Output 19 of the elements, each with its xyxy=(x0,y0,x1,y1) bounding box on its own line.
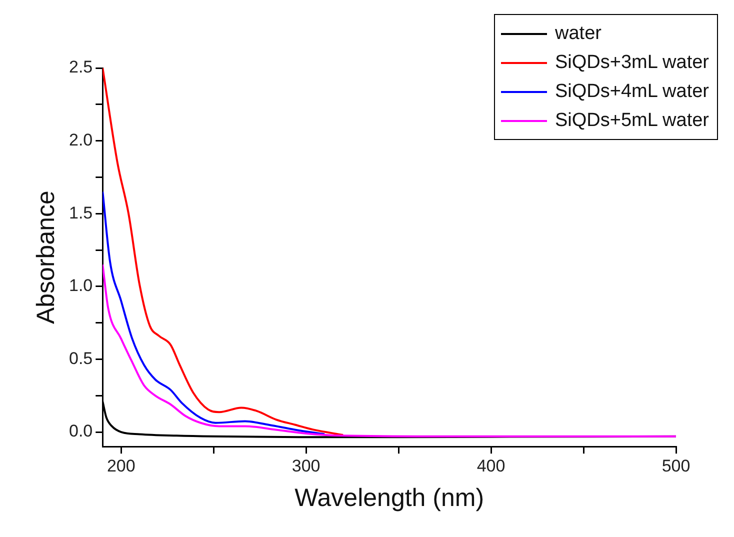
x-tick-label: 500 xyxy=(662,456,690,476)
y-axis-title: Absorbance xyxy=(32,190,60,324)
y-tick-label: 2.5 xyxy=(68,58,93,77)
x-axis-title: Wavelength (nm) xyxy=(294,484,484,512)
legend-label: SiQDs+4mL water xyxy=(555,80,709,102)
y-tick-label: 2.0 xyxy=(68,130,93,150)
y-tick-label: 0.5 xyxy=(68,348,93,368)
x-tick-label: 200 xyxy=(106,456,136,476)
x-tick-label: 300 xyxy=(292,456,320,476)
legend-label: SiQDs+5mL water xyxy=(555,110,709,132)
line-series xyxy=(102,68,344,436)
legend-label: SiQDs+3mL water xyxy=(555,52,709,74)
line-series xyxy=(102,190,326,436)
legend-label: water xyxy=(555,22,602,44)
y-tick-label: 0.0 xyxy=(68,422,93,441)
line-series xyxy=(102,264,676,438)
y-tick-label: 1.5 xyxy=(68,203,93,222)
x-tick-label: 400 xyxy=(476,456,506,476)
y-tick-label: 1.0 xyxy=(68,276,93,296)
